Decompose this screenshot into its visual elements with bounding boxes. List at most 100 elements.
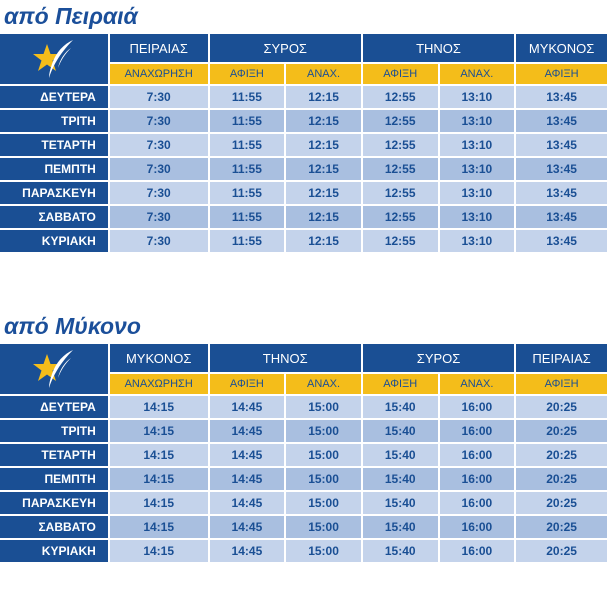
day-label: ΚΥΡΙΑΚΗ [0, 230, 108, 252]
time-cell: 11:55 [209, 206, 285, 228]
time-cell: 13:45 [516, 110, 607, 132]
time-cell: 12:15 [286, 158, 361, 180]
time-cell: 13:10 [439, 230, 515, 252]
time-cell: 14:45 [209, 396, 285, 418]
time-cell: 15:40 [362, 516, 438, 538]
day-label: ΤΕΤΑΡΤΗ [0, 444, 108, 466]
port-header: ΠΕΙΡΑΙΑΣ [516, 344, 607, 372]
time-cell: 7:30 [109, 110, 208, 132]
time-cell: 12:55 [362, 134, 438, 156]
time-cell: 16:00 [439, 468, 515, 490]
table-row: ΣΑΒΒΑΤΟ 14:15 14:45 15:00 15:40 16:00 20:25 [0, 516, 607, 538]
time-cell: 7:30 [109, 230, 208, 252]
time-cell: 7:30 [109, 86, 208, 108]
time-cell: 7:30 [109, 158, 208, 180]
time-cell: 14:15 [109, 396, 208, 418]
time-cell: 12:55 [362, 206, 438, 228]
time-cell: 13:10 [439, 86, 515, 108]
day-label: ΤΕΤΑΡΤΗ [0, 134, 108, 156]
table-row: ΤΕΤΑΡΤΗ 14:15 14:45 15:00 15:40 16:00 20:25 [0, 444, 607, 466]
timetable: ΠΕΙΡΑΙΑΣ ΣΥΡΟΣ ΤΗΝΟΣ ΜΥΚΟΝΟΣ ΑΝΑΧΩΡΗΣΗ Α… [0, 32, 609, 254]
time-cell: 12:55 [362, 230, 438, 252]
table-row: ΤΡΙΤΗ 7:30 11:55 12:15 12:55 13:10 13:45 [0, 110, 607, 132]
time-cell: 16:00 [439, 444, 515, 466]
day-label: ΣΑΒΒΑΤΟ [0, 516, 108, 538]
time-cell: 13:45 [516, 134, 607, 156]
time-cell: 16:00 [439, 396, 515, 418]
table-row: ΤΡΙΤΗ 14:15 14:45 15:00 15:40 16:00 20:25 [0, 420, 607, 442]
table-row: ΤΕΤΑΡΤΗ 7:30 11:55 12:15 12:55 13:10 13:45 [0, 134, 607, 156]
time-cell: 12:15 [286, 206, 361, 228]
time-cell: 15:00 [286, 516, 361, 538]
time-cell: 15:40 [362, 468, 438, 490]
logo-cell [0, 344, 108, 394]
time-cell: 11:55 [209, 158, 285, 180]
time-cell: 12:55 [362, 182, 438, 204]
time-cell: 14:45 [209, 420, 285, 442]
timetable-section: από Πειραιά ΠΕΙΡΑΙΑΣ ΣΥΡΟΣ [0, 4, 609, 254]
time-cell: 12:55 [362, 158, 438, 180]
day-label: ΔΕΥΤΕΡΑ [0, 396, 108, 418]
time-cell: 15:00 [286, 492, 361, 514]
table-row: ΠΑΡΑΣΚΕΥΗ 7:30 11:55 12:15 12:55 13:10 13:45 [0, 182, 607, 204]
subheader-cell: ΑΝΑΧ. [439, 374, 515, 394]
day-label: ΠΕΜΠΤΗ [0, 468, 108, 490]
table-row: ΔΕΥΤΕΡΑ 14:15 14:45 15:00 15:40 16:00 20:25 [0, 396, 607, 418]
time-cell: 13:45 [516, 86, 607, 108]
day-label: ΠΕΜΠΤΗ [0, 158, 108, 180]
time-cell: 13:45 [516, 206, 607, 228]
time-cell: 20:25 [516, 516, 607, 538]
port-header: ΣΥΡΟΣ [362, 344, 515, 372]
time-cell: 14:15 [109, 420, 208, 442]
time-cell: 14:15 [109, 468, 208, 490]
time-cell: 15:40 [362, 540, 438, 562]
port-header-row: ΠΕΙΡΑΙΑΣ ΣΥΡΟΣ ΤΗΝΟΣ ΜΥΚΟΝΟΣ [0, 34, 607, 84]
time-cell: 11:55 [209, 86, 285, 108]
port-header: ΠΕΙΡΑΙΑΣ [109, 34, 208, 62]
table-row: ΔΕΥΤΕΡΑ 7:30 11:55 12:15 12:55 13:10 13:45 [0, 86, 607, 108]
day-label: ΠΑΡΑΣΚΕΥΗ [0, 182, 108, 204]
time-cell: 13:10 [439, 158, 515, 180]
day-label: ΣΑΒΒΑΤΟ [0, 206, 108, 228]
section-title: από Πειραιά [4, 3, 138, 29]
subheader-cell: ΑΝΑΧ. [286, 374, 361, 394]
subheader-cell: ΑΝΑΧΩΡΗΣΗ [109, 374, 208, 394]
star-swoosh-logo-icon [32, 350, 73, 388]
subheader-cell: ΑΦΙΞΗ [362, 374, 438, 394]
subheader-cell: ΑΦΙΞΗ [362, 64, 438, 84]
time-cell: 14:45 [209, 540, 285, 562]
time-cell: 20:25 [516, 420, 607, 442]
logo-star-shape [32, 354, 61, 381]
day-label: ΤΡΙΤΗ [0, 420, 108, 442]
timetable-section: από Μύκονο ΜΥΚΟΝΟΣ ΤΗΝΟΣ [0, 314, 609, 564]
time-cell: 16:00 [439, 420, 515, 442]
time-cell: 13:10 [439, 110, 515, 132]
time-cell: 15:00 [286, 420, 361, 442]
time-cell: 12:55 [362, 110, 438, 132]
time-cell: 14:45 [209, 492, 285, 514]
time-cell: 12:15 [286, 230, 361, 252]
time-cell: 13:10 [439, 182, 515, 204]
time-cell: 15:00 [286, 444, 361, 466]
logo-star-shape [32, 44, 61, 71]
time-cell: 15:40 [362, 396, 438, 418]
section-title: από Μύκονο [4, 313, 141, 339]
time-cell: 14:45 [209, 516, 285, 538]
subheader-cell: ΑΦΙΞΗ [516, 374, 607, 394]
time-cell: 20:25 [516, 540, 607, 562]
time-cell: 7:30 [109, 206, 208, 228]
time-cell: 14:15 [109, 540, 208, 562]
subheader-row: ΑΝΑΧΩΡΗΣΗ ΑΦΙΞΗ ΑΝΑΧ. ΑΦΙΞΗ ΑΝΑΧ. ΑΦΙΞΗ [0, 374, 607, 394]
table-row: ΚΥΡΙΑΚΗ 14:15 14:45 15:00 15:40 16:00 20:25 [0, 540, 607, 562]
timetable: ΜΥΚΟΝΟΣ ΤΗΝΟΣ ΣΥΡΟΣ ΠΕΙΡΑΙΑΣ ΑΝΑΧΩΡΗΣΗ Α… [0, 342, 609, 564]
table-row: ΠΕΜΠΤΗ 14:15 14:45 15:00 15:40 16:00 20:25 [0, 468, 607, 490]
table-row: ΠΕΜΠΤΗ 7:30 11:55 12:15 12:55 13:10 13:45 [0, 158, 607, 180]
port-header: ΤΗΝΟΣ [209, 344, 361, 372]
day-label: ΔΕΥΤΕΡΑ [0, 86, 108, 108]
table-row: ΣΑΒΒΑΤΟ 7:30 11:55 12:15 12:55 13:10 13:45 [0, 206, 607, 228]
port-header: ΣΥΡΟΣ [209, 34, 361, 62]
time-cell: 20:25 [516, 492, 607, 514]
time-cell: 14:15 [109, 492, 208, 514]
port-header: ΜΥΚΟΝΟΣ [109, 344, 208, 372]
time-cell: 13:10 [439, 206, 515, 228]
